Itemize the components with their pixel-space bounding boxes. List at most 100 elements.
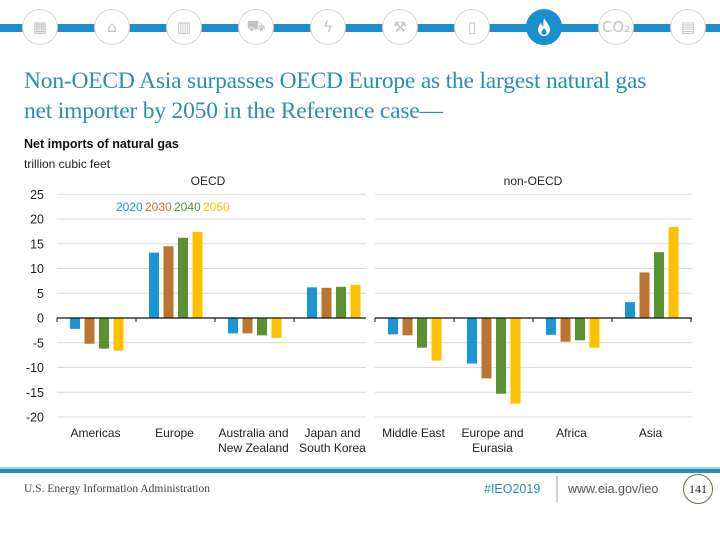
y-tick-label: 15 — [30, 237, 44, 251]
y-tick-label: 20 — [30, 213, 44, 227]
y-tick-label: -5 — [33, 336, 44, 350]
footer-url-link[interactable]: www.eia.gov/ieo — [568, 482, 659, 496]
bar-2020-japan-and-south-korea — [307, 287, 317, 318]
document-icon[interactable]: ▤ — [670, 9, 706, 45]
bar-2030-africa — [560, 318, 571, 342]
co2-icon[interactable]: CO₂ — [598, 9, 634, 45]
bar-2030-europe — [163, 246, 174, 318]
bar-2020-middle-east — [388, 318, 398, 335]
footer-organization: U.S. Energy Information Administration — [24, 483, 211, 495]
legend-item-2020: 2020 — [116, 200, 143, 214]
x-category-label-line: Eurasia — [472, 441, 513, 455]
bar-2050-europe-and-eurasia — [510, 318, 521, 404]
bar-2040-middle-east — [417, 318, 427, 348]
x-category-label: Asia — [639, 426, 663, 440]
panel-label-oecd: OECD — [191, 174, 226, 188]
bar-2030-asia — [639, 272, 650, 318]
bar-2040-asia — [654, 252, 664, 318]
x-category-label: Japan and South Korea — [299, 426, 366, 455]
panel-label-non-oecd: non-OECD — [504, 174, 563, 188]
bar-2040-africa — [575, 318, 585, 341]
bar-2040-japan-and-south-korea — [336, 286, 346, 318]
footer-divider — [0, 469, 720, 473]
bar-2040-europe — [178, 237, 188, 318]
commercial-building-icon[interactable]: ▥ — [166, 9, 202, 45]
chart-units: trillion cubic feet — [24, 157, 111, 171]
x-category-label: Middle East — [382, 426, 445, 440]
bar-2030-japan-and-south-korea — [321, 287, 332, 318]
chart-subtitle: Net imports of natural gas — [24, 137, 179, 151]
y-tick-label: 25 — [30, 188, 44, 202]
topic-icon-strip: ▦ ⌂ ▥ ⛟ ϟ ⚒ ▯ CO₂ ▤ — [0, 0, 720, 60]
x-category-label: Europe — [155, 426, 194, 440]
gridlines — [57, 193, 692, 418]
y-tick-label: 10 — [30, 262, 44, 276]
net-imports-bar-chart: 25 20 15 10 5 0 -5 -10 -15 -20 Americas Europe Aust… — [26, 174, 692, 455]
x-category-label-line: Americas — [70, 426, 120, 440]
bar-2050-americas — [113, 318, 124, 351]
x-category-label-line: Middle East — [382, 426, 445, 440]
footer-separator — [556, 476, 558, 502]
oil-barrel-icon[interactable]: ▯ — [454, 9, 490, 45]
page-number: 141 — [689, 481, 707, 496]
x-category-label-line: Europe — [155, 426, 194, 440]
bar-2050-africa — [589, 318, 600, 348]
x-category-label: Australia and New Zealand — [218, 426, 289, 455]
y-tick-label: 5 — [37, 287, 44, 301]
bar-2050-europe — [192, 231, 203, 318]
x-category-label-line: Asia — [639, 426, 663, 440]
x-category-label: Africa — [556, 426, 587, 440]
bar-2040-europe-and-eurasia — [496, 318, 506, 394]
x-category-label-line: Japan and — [304, 426, 360, 440]
x-category-label: Europe and Eurasia — [461, 426, 523, 455]
bar-2050-australia-and-new-zealand — [271, 318, 282, 338]
bar-2020-africa — [546, 318, 556, 335]
x-category-label-line: South Korea — [299, 441, 366, 455]
x-category-label-line: Europe and — [461, 426, 523, 440]
x-category-label-line: Australia and — [218, 426, 288, 440]
industrial-icon[interactable]: ⌂ — [94, 9, 130, 45]
bar-2040-australia-and-new-zealand — [257, 318, 267, 336]
bar-2050-asia — [668, 226, 679, 318]
buildings-overview-icon[interactable]: ▦ — [22, 9, 58, 45]
x-category-label-line: New Zealand — [218, 441, 289, 455]
bar-2030-middle-east — [402, 318, 413, 336]
footer-hashtag[interactable]: #IEO2019 — [484, 482, 541, 496]
bar-2020-europe — [149, 252, 159, 318]
y-tick-label: -10 — [26, 361, 44, 375]
legend-item-2030: 2030 — [145, 200, 172, 214]
legend: 2020 2030 2040 2050 — [116, 200, 230, 214]
y-tick-label: -15 — [26, 386, 44, 400]
x-axis-category-labels: Americas Europe Australia and New Zealand Ja… — [70, 426, 662, 455]
slide-title: Non-OECD Asia surpasses OECD Europe as t… — [24, 66, 704, 126]
bar-2030-americas — [84, 318, 95, 344]
footer-divider-light — [0, 467, 720, 469]
bar-2030-australia-and-new-zealand — [242, 318, 253, 334]
bar-2040-americas — [99, 318, 109, 349]
natural-gas-flame-icon[interactable] — [526, 9, 562, 45]
legend-item-2050: 2050 — [203, 200, 230, 214]
flame-glyph — [538, 18, 550, 36]
page-number-badge: 141 — [683, 474, 713, 504]
mining-icon[interactable]: ⚒ — [382, 9, 418, 45]
legend-item-2040: 2040 — [174, 200, 201, 214]
x-category-label: Americas — [70, 426, 120, 440]
y-tick-label: -20 — [26, 411, 44, 425]
bar-2020-australia-and-new-zealand — [228, 318, 238, 334]
bar-2020-americas — [70, 318, 80, 329]
y-axis-tick-labels: 25 20 15 10 5 0 -5 -10 -15 -20 — [26, 188, 44, 425]
electricity-icon[interactable]: ϟ — [310, 9, 346, 45]
bar-2020-europe-and-eurasia — [467, 318, 477, 364]
icon-strip-rail — [0, 24, 720, 32]
slide-title-line-2: net importer by 2050 in the Reference ca… — [24, 98, 443, 124]
slide-title-line-1: Non-OECD Asia surpasses OECD Europe as t… — [24, 68, 647, 94]
bar-2030-europe-and-eurasia — [481, 318, 492, 379]
x-category-label-line: Africa — [556, 426, 587, 440]
panel-labels: OECD non-OECD — [191, 174, 563, 188]
bar-2050-japan-and-south-korea — [350, 284, 361, 318]
bars — [70, 226, 679, 404]
bar-2050-middle-east — [431, 318, 442, 361]
bar-2020-asia — [625, 302, 635, 318]
car-icon[interactable]: ⛟ — [238, 9, 274, 45]
zero-axis — [56, 317, 692, 322]
